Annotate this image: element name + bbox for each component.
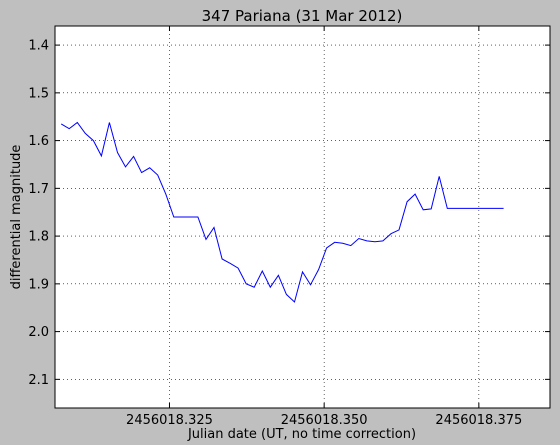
- y-tick-label: 1.4: [28, 39, 49, 54]
- ticks: [55, 26, 550, 408]
- x-tick-label: 2456018.325: [126, 413, 213, 428]
- chart-title: 347 Pariana (31 Mar 2012): [202, 7, 403, 25]
- y-tick-label: 1.6: [28, 134, 49, 149]
- x-axis-label: Julian date (UT, no time correction): [187, 427, 416, 442]
- y-axis-label: differential magnitude: [9, 145, 24, 290]
- grid: [55, 26, 550, 408]
- x-tick-label: 2456018.350: [281, 413, 368, 428]
- tick-labels: 2456018.325 2456018.350 2456018.375 1.4 1.5 1…: [28, 39, 522, 428]
- y-tick-label: 2.0: [28, 325, 49, 340]
- y-tick-label: 1.5: [28, 86, 49, 101]
- x-tick-label: 2456018.375: [435, 413, 522, 428]
- y-tick-label: 1.8: [28, 230, 49, 245]
- y-tick-label: 1.7: [28, 182, 49, 197]
- plot-area: [55, 26, 550, 408]
- y-tick-label: 2.1: [28, 373, 49, 388]
- series-line: [60, 121, 504, 303]
- plot-frame: [54, 25, 551, 409]
- y-tick-label: 1.9: [28, 277, 49, 292]
